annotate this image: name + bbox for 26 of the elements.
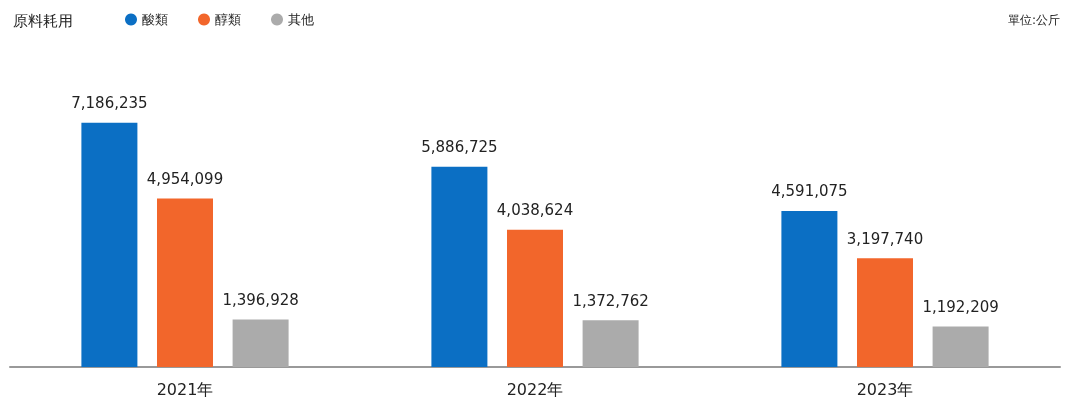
- legend-label: 其他: [288, 12, 314, 27]
- data-label: 3,197,740: [846, 229, 924, 248]
- data-label: 4,591,075: [771, 182, 848, 201]
- bar: [857, 258, 913, 367]
- text: 單位:公斤: [1007, 13, 1060, 27]
- data-label: 1,372,762: [572, 291, 649, 310]
- chart-title: 原料耗用: [13, 11, 73, 30]
- bar: [431, 166, 488, 367]
- bar: [157, 198, 213, 367]
- data-label: 1,192,209: [922, 297, 999, 316]
- data-label: 5,886,725: [421, 138, 498, 157]
- legend-label: 醇類: [215, 12, 241, 27]
- bar: [582, 320, 639, 367]
- bar: [81, 122, 138, 367]
- data-label: 4,954,099: [146, 170, 224, 189]
- bar: [507, 229, 563, 367]
- data-label: 1,396,928: [222, 291, 299, 309]
- data-label: 4,038,624: [496, 201, 574, 220]
- legend-label: 酸類: [142, 12, 168, 27]
- bar: [232, 319, 289, 367]
- x-tick-label: 2022年: [506, 379, 564, 399]
- x-tick-label: 2023年: [856, 379, 914, 399]
- data-label: 7,186,235: [71, 94, 148, 113]
- bar: [781, 210, 838, 367]
- x-tick-label: 2021年: [156, 379, 214, 399]
- bar: [932, 326, 989, 367]
